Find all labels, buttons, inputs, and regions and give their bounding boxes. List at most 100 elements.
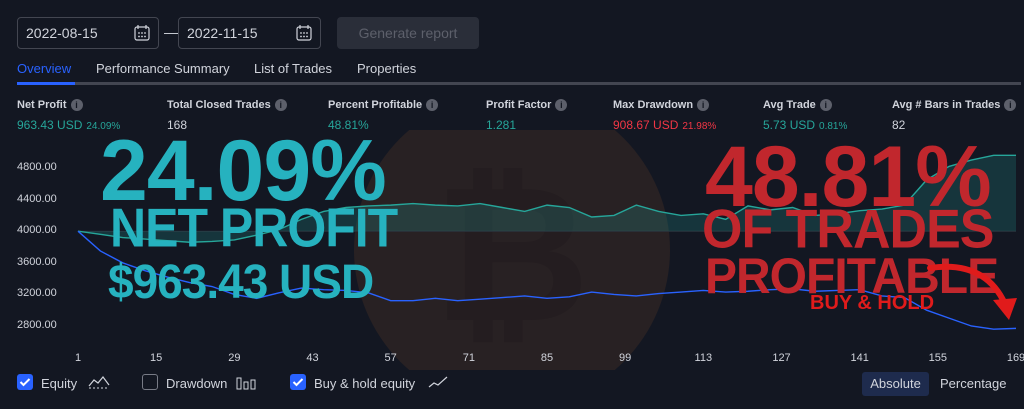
metric-avg-bars-label: Avg # Bars in Trades i <box>892 99 1017 112</box>
end-date-value: 2022-11-15 <box>187 25 258 41</box>
metric-value-text: 1.281 <box>486 118 517 132</box>
equity-line-icon <box>88 376 110 389</box>
x-tick-label: 169 <box>1006 352 1024 364</box>
metric-percent-profitable-value: 48.81% <box>328 118 369 132</box>
info-icon[interactable]: i <box>819 99 832 112</box>
metric-value-text: 908.67 USD <box>613 118 679 132</box>
check-icon <box>292 378 304 387</box>
overlay-right-of-trades: OF TRADES <box>702 199 994 260</box>
y-tick-label: 4800.00 <box>17 161 57 173</box>
equity-line <box>77 154 1016 243</box>
metric-profit-factor-value: 1.281 <box>486 118 516 132</box>
metric-value-text: 963.43 USD <box>17 118 83 132</box>
y-tick-label: 2800.00 <box>17 319 57 331</box>
x-tick-label: 99 <box>619 352 632 364</box>
metric-max-drawdown-label: Max Drawdown i <box>613 99 710 112</box>
start-date-value: 2022-08-15 <box>26 25 98 41</box>
buy-hold-line-icon <box>428 376 448 388</box>
drawdown-checkbox[interactable] <box>142 374 158 390</box>
date-range-separator: — <box>164 24 178 40</box>
equity-area-fill <box>78 155 1016 243</box>
drawdown-bars-icon <box>236 377 256 390</box>
x-tick-label: 15 <box>150 352 163 364</box>
tab-performance-summary[interactable]: Performance Summary <box>96 61 230 76</box>
tab-underline <box>17 82 1021 85</box>
y-tick-label: 3200.00 <box>17 287 57 300</box>
overlay-right-percent: 48.81% <box>705 129 992 225</box>
metric-avg-trade-value: 5.73 USD 0.81% <box>763 118 847 132</box>
x-tick-label: 29 <box>228 352 241 364</box>
metric-value-text: 168 <box>167 118 188 132</box>
equity-chart[interactable]: ₿ <box>0 130 1024 370</box>
info-icon[interactable]: i <box>1004 99 1017 112</box>
metric-max-drawdown-value: 908.67 USD 21.98% <box>613 118 716 132</box>
metric-percent-profitable-label: Percent Profitable i <box>328 99 439 112</box>
metric-label-text: Profit Factor <box>486 99 552 111</box>
metric-avg-trade-label: Avg Trade i <box>763 99 832 112</box>
info-icon[interactable]: i <box>70 99 83 112</box>
metric-value-text: 82 <box>892 118 906 132</box>
generate-report-button[interactable]: Generate report <box>337 17 479 49</box>
percentage-toggle[interactable]: Percentage <box>940 376 1007 391</box>
buy-hold-checkbox[interactable] <box>290 374 306 390</box>
overlay-left-percent: 24.09% <box>100 123 387 219</box>
info-icon[interactable]: i <box>555 99 568 112</box>
x-tick-label: 155 <box>928 352 948 364</box>
y-tick-label: 4400.00 <box>17 192 57 205</box>
y-tick-label: 4000.00 <box>17 224 57 237</box>
metric-sub-text: 0.81% <box>819 121 848 132</box>
calendar-icon[interactable] <box>133 24 151 42</box>
x-tick-label: 57 <box>384 352 397 364</box>
info-icon[interactable]: i <box>274 99 287 112</box>
y-tick-label: 3600.00 <box>17 255 57 268</box>
metric-value-text: 5.73 USD <box>763 118 816 132</box>
metric-sub-text: 21.98% <box>682 121 717 132</box>
overlay-buy-hold: BUY & HOLD <box>810 292 935 314</box>
end-date-input[interactable]: 2022-11-15 <box>178 17 321 49</box>
metric-label-text: Total Closed Trades <box>167 99 271 111</box>
red-arrow-icon <box>927 263 1017 320</box>
buy-hold-label: Buy & hold equity <box>314 376 416 391</box>
metric-total-closed-trades-value: 168 <box>167 118 187 132</box>
start-date-input[interactable]: 2022-08-15 <box>17 17 159 49</box>
bitcoin-logo-watermark: ₿ <box>354 130 670 370</box>
tab-list-of-trades[interactable]: List of Trades <box>254 61 333 76</box>
x-tick-label: 85 <box>540 352 554 364</box>
bitcoin-symbol: ₿ <box>435 149 590 361</box>
buy-hold-line <box>77 230 1017 330</box>
metric-sub-text: 24.09% <box>86 121 121 132</box>
tab-properties[interactable]: Properties <box>357 61 417 76</box>
absolute-toggle[interactable]: Absolute <box>862 372 929 396</box>
equity-label: Equity <box>41 376 78 391</box>
metric-profit-factor-label: Profit Factor i <box>486 99 568 112</box>
metric-net-profit-value: 963.43 USD 24.09% <box>17 118 120 132</box>
metric-label-text: Max Drawdown <box>613 99 694 111</box>
drawdown-label: Drawdown <box>166 376 228 391</box>
overlay-left-net-profit: NET PROFIT <box>110 197 398 259</box>
x-tick-label: 113 <box>694 352 713 364</box>
metric-value-text: 48.81% <box>328 118 369 132</box>
x-tick-label: 1 <box>74 352 82 364</box>
bitcoin-circle <box>354 130 670 370</box>
metric-avg-bars-value: 82 <box>892 118 905 132</box>
tab-active-indicator <box>17 82 75 85</box>
info-icon[interactable]: i <box>697 99 710 112</box>
tab-overview[interactable]: Overview <box>17 61 72 76</box>
overlay-right-profitable: PROFITABLE <box>705 249 999 305</box>
check-icon <box>19 378 31 387</box>
x-tick-label: 43 <box>306 352 319 364</box>
overlay-left-usd: $963.43 USD <box>108 254 374 309</box>
metric-label-text: Avg Trade <box>763 99 816 111</box>
x-tick-label: 127 <box>772 352 791 364</box>
metric-label-text: Percent Profitable <box>328 99 423 111</box>
metric-total-closed-trades-label: Total Closed Trades i <box>167 99 287 112</box>
calendar-icon[interactable] <box>295 24 313 42</box>
metric-label-text: Net Profit <box>17 99 67 111</box>
equity-checkbox[interactable] <box>17 374 33 390</box>
x-tick-label: 71 <box>462 352 475 364</box>
info-icon[interactable]: i <box>426 99 439 112</box>
metric-label-text: Avg # Bars in Trades <box>892 99 1001 111</box>
plot-area <box>77 154 1017 330</box>
metric-net-profit-label: Net Profit i <box>17 99 83 112</box>
x-tick-label: 141 <box>850 352 869 364</box>
